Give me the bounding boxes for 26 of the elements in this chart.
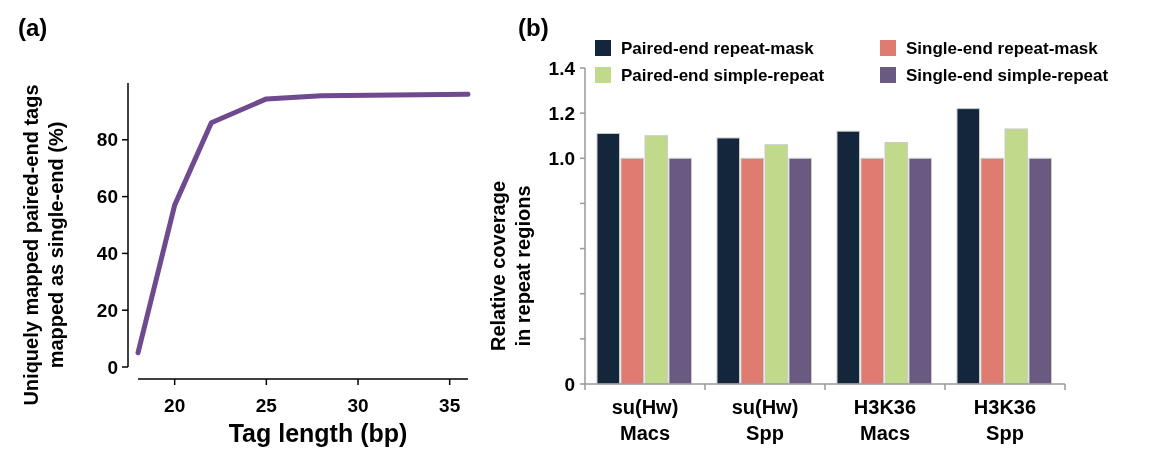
chart-title: (a) <box>18 14 48 41</box>
legend-label: Paired-end repeat-mask <box>621 38 815 58</box>
legend-label: Single-end repeat-mask <box>906 38 1099 58</box>
legend-label: Single-end simple-repeat <box>906 65 1109 85</box>
x-tick-label: su(Hw) Spp <box>731 396 799 444</box>
x-tick-label: su(Hw) Macs <box>611 396 679 444</box>
x-tick-label: 20 <box>164 395 186 416</box>
y-tick-label: 1.4 <box>548 57 576 79</box>
x-tick-label: 25 <box>255 395 278 416</box>
y-tick-label: 40 <box>96 243 118 265</box>
x-axis-title: Tag length (bp) <box>228 419 408 447</box>
x-tick-label: 30 <box>347 395 369 416</box>
x-tick-label: H3K36 Spp <box>973 396 1037 444</box>
y-tick-label: 0 <box>564 373 575 395</box>
y-axis-title: Relative coverage in repeat regions <box>487 180 534 352</box>
legend-label: Paired-end simple-repeat <box>621 65 825 85</box>
chart-title: (b) <box>518 14 549 41</box>
y-tick-label: 0 <box>107 356 118 378</box>
y-axis-title: Uniquely mapped paired-end tags mapped as single-end (%) <box>20 84 67 406</box>
y-tick-label: 60 <box>96 186 118 208</box>
y-tick-label: 1.2 <box>548 102 575 124</box>
y-tick-label: 80 <box>96 129 118 151</box>
x-tick-label: H3K36 Macs <box>853 396 917 444</box>
y-tick-label: 1.0 <box>548 147 575 169</box>
x-tick-label: 35 <box>439 395 461 416</box>
y-tick-label: 20 <box>96 299 118 321</box>
